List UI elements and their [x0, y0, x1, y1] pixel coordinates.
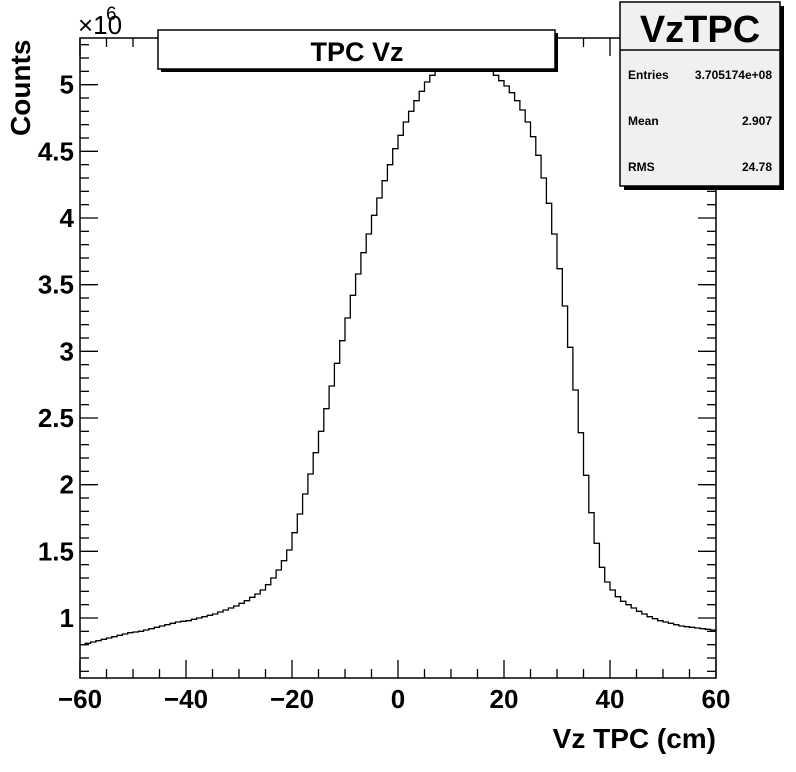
x-tick-label: −40 — [164, 684, 208, 714]
y-tick-label: 1.5 — [38, 536, 74, 566]
stats-entries-label: Entries — [628, 68, 669, 82]
y-tick-label: 2 — [60, 470, 74, 500]
y-tick-label: 5 — [60, 70, 74, 100]
y-tick-label: 4 — [60, 203, 75, 233]
x-tick-label: −20 — [270, 684, 314, 714]
y-tick-label: 1 — [60, 603, 74, 633]
y-axis-ticks — [80, 44, 716, 672]
y-tick-label: 4.5 — [38, 136, 74, 166]
title-box-frame — [157, 29, 556, 70]
y-tick-label: 2.5 — [38, 403, 74, 433]
stats-mean-value: 2.907 — [742, 114, 772, 128]
y-multiplier-label: ×10 — [78, 10, 122, 40]
x-tick-label: 20 — [490, 684, 519, 714]
title-box: TPC Vz — [157, 29, 558, 72]
x-axis-title: Vz TPC (cm) — [553, 723, 716, 754]
stats-box-frame — [619, 1, 781, 187]
stats-rms-label: RMS — [628, 160, 655, 174]
y-tick-label: 3.5 — [38, 270, 74, 300]
x-tick-label: 40 — [596, 684, 625, 714]
stats-mean-label: Mean — [628, 114, 659, 128]
x-tick-label: −60 — [58, 684, 102, 714]
stats-entries-value: 3.705174e+08 — [695, 68, 772, 82]
histogram-line — [80, 55, 716, 646]
x-axis-tick-labels: −60 −40 −20 0 20 40 60 — [58, 684, 731, 714]
stats-histogram-name: VzTPC — [640, 9, 760, 51]
y-axis-title: Counts — [5, 40, 36, 136]
chart-title: TPC Vz — [310, 37, 403, 67]
x-tick-label: 0 — [391, 684, 405, 714]
y-tick-label: 3 — [60, 336, 74, 366]
stats-box: VzTPC Entries 3.705174e+08 Mean 2.907 RM… — [619, 1, 784, 190]
stats-rms-value: 24.78 — [742, 160, 772, 174]
x-tick-label: 60 — [702, 684, 731, 714]
y-axis-tick-labels: 1 1.5 2 2.5 3 3.5 4 4.5 5 — [38, 70, 75, 633]
y-multiplier-exponent: 6 — [106, 4, 117, 25]
